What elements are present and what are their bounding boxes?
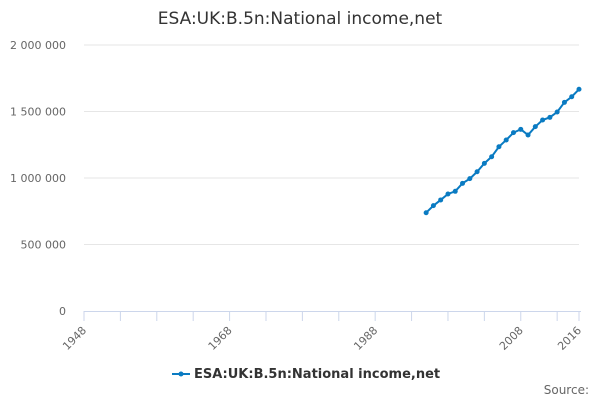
data-point[interactable]: [532, 124, 538, 130]
data-point[interactable]: [481, 160, 487, 166]
data-point[interactable]: [460, 180, 466, 186]
series-line: [425, 88, 580, 214]
x-tick-label: 1948: [60, 324, 89, 353]
x-tick-label: 1968: [206, 324, 235, 353]
data-point[interactable]: [445, 191, 451, 197]
data-point[interactable]: [496, 144, 502, 150]
data-point[interactable]: [510, 130, 516, 136]
x-tick-label: 2008: [497, 324, 526, 353]
data-point[interactable]: [452, 188, 458, 194]
y-tick-label: 1 000 000: [10, 172, 66, 185]
source-credit[interactable]: Source:: [544, 383, 589, 397]
data-point[interactable]: [467, 176, 473, 182]
data-point[interactable]: [489, 154, 495, 160]
legend-dot-marker: [178, 371, 184, 377]
y-tick-label: 500 000: [21, 239, 67, 252]
y-tick-label: 0: [59, 305, 66, 318]
data-point[interactable]: [569, 94, 575, 100]
legend-item[interactable]: ESA:UK:B.5n:National income,net: [172, 367, 440, 382]
data-point[interactable]: [430, 203, 436, 209]
x-tick-label: 2016: [555, 324, 584, 353]
data-point[interactable]: [438, 197, 444, 203]
data-point[interactable]: [518, 126, 524, 132]
y-tick-label: 1 500 000: [10, 106, 66, 119]
data-point[interactable]: [525, 132, 531, 138]
chart-title: ESA:UK:B.5n:National income,net: [158, 9, 443, 29]
data-point[interactable]: [547, 114, 553, 120]
data-point[interactable]: [576, 86, 582, 92]
x-tick-label: 1988: [351, 324, 380, 353]
data-point[interactable]: [423, 210, 429, 216]
legend-label: ESA:UK:B.5n:National income,net: [194, 367, 440, 382]
data-point[interactable]: [474, 169, 480, 175]
data-point[interactable]: [554, 109, 560, 115]
data-point[interactable]: [561, 99, 567, 105]
y-tick-label: 2 000 000: [10, 39, 66, 52]
data-point[interactable]: [503, 137, 509, 143]
data-point[interactable]: [540, 117, 546, 123]
